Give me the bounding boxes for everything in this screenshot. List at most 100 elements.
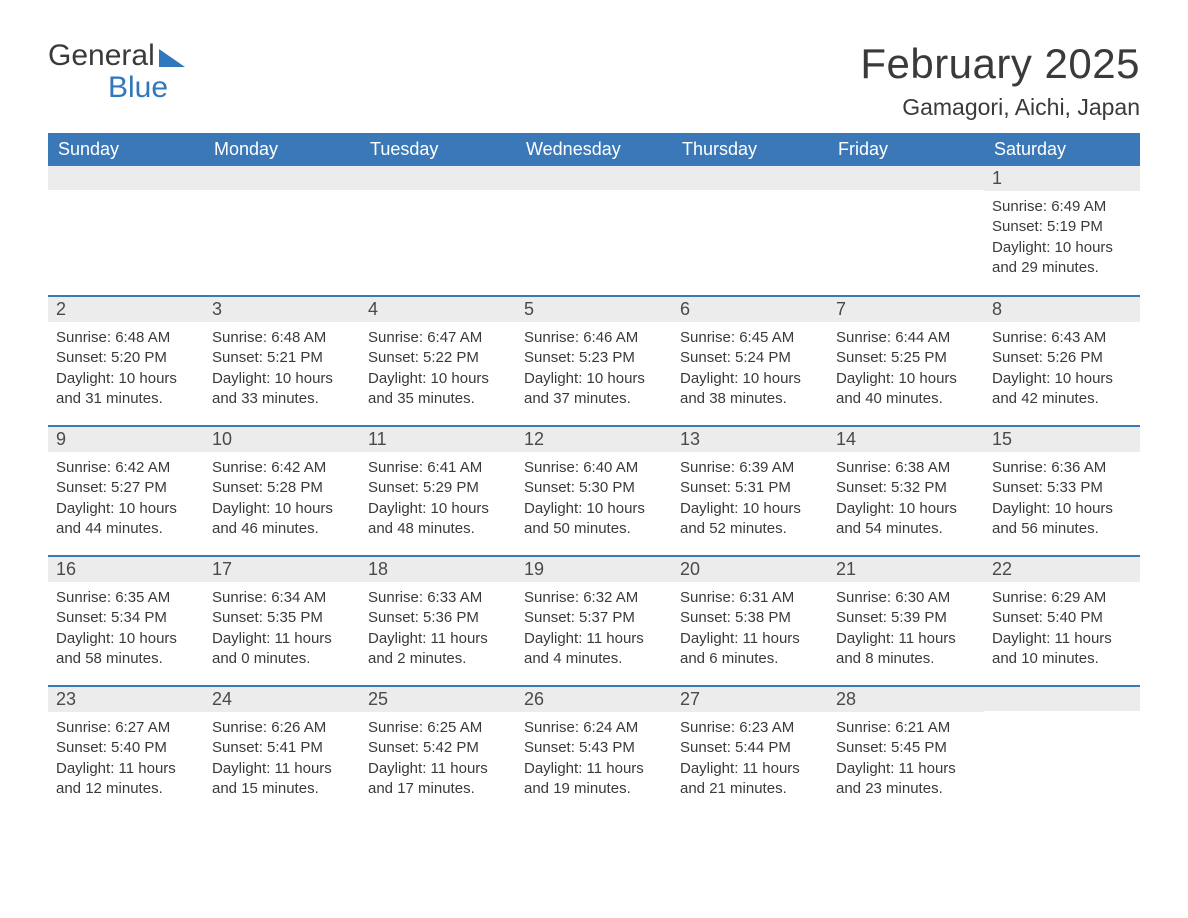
day-cell: 23 Sunrise: 6:27 AMSunset: 5:40 PMDayligh… [48,686,204,816]
day-number: 17 [204,557,360,582]
day-details: Sunrise: 6:31 AMSunset: 5:38 PMDaylight:… [672,582,828,679]
daylight-text: Daylight: 10 hours and 46 minutes. [212,499,352,540]
week-row: 9Sunrise: 6:42 AMSunset: 5:27 PMDaylight… [48,426,1140,556]
day-details: Sunrise: 6:29 AMSunset: 5:40 PMDaylight:… [984,582,1140,679]
sunset-text: Sunset: 5:31 PM [680,478,820,498]
daylight-text: Daylight: 10 hours and 35 minutes. [368,369,508,410]
day-header: Thursday [672,133,828,166]
sunrise-text: Sunrise: 6:48 AM [56,328,196,348]
day-cell: 19Sunrise: 6:32 AMSunset: 5:37 PMDayligh… [516,556,672,686]
day-number: 23 [48,687,204,712]
day-cell: 22Sunrise: 6:29 AMSunset: 5:40 PMDayligh… [984,556,1140,686]
sunset-text: Sunset: 5:42 PM [368,738,508,758]
day-cell: 14Sunrise: 6:38 AMSunset: 5:32 PMDayligh… [828,426,984,556]
day-number: 8 [984,297,1140,322]
sunrise-text: Sunrise: 6:44 AM [836,328,976,348]
title-block: February 2025 Gamagori, Aichi, Japan [860,40,1140,121]
day-cell: 1Sunrise: 6:49 AMSunset: 5:19 PMDaylight… [984,166,1140,296]
day-cell: 3Sunrise: 6:48 AMSunset: 5:21 PMDaylight… [204,296,360,426]
day-cell: 24Sunrise: 6:26 AMSunset: 5:41 PMDayligh… [204,686,360,816]
day-header: Saturday [984,133,1140,166]
sunrise-text: Sunrise: 6:30 AM [836,588,976,608]
week-row: 1Sunrise: 6:49 AMSunset: 5:19 PMDaylight… [48,166,1140,296]
day-cell: 5Sunrise: 6:46 AMSunset: 5:23 PMDaylight… [516,296,672,426]
day-number-blank [984,687,1140,711]
daylight-text: Daylight: 11 hours and 12 minutes. [56,759,196,800]
daylight-text: Daylight: 11 hours and 10 minutes. [992,629,1132,670]
daylight-text: Daylight: 10 hours and 54 minutes. [836,499,976,540]
day-details: Sunrise: 6:42 AMSunset: 5:28 PMDaylight:… [204,452,360,549]
day-number: 9 [48,427,204,452]
day-details: Sunrise: 6:40 AMSunset: 5:30 PMDaylight:… [516,452,672,549]
day-cell: 12Sunrise: 6:40 AMSunset: 5:30 PMDayligh… [516,426,672,556]
day-number: 21 [828,557,984,582]
day-details: Sunrise: 6:42 AMSunset: 5:27 PMDaylight:… [48,452,204,549]
daylight-text: Daylight: 10 hours and 56 minutes. [992,499,1132,540]
week-row: 16Sunrise: 6:35 AMSunset: 5:34 PMDayligh… [48,556,1140,686]
daylight-text: Daylight: 11 hours and 19 minutes. [524,759,664,800]
sunset-text: Sunset: 5:33 PM [992,478,1132,498]
day-cell [516,166,672,296]
day-cell: 13Sunrise: 6:39 AMSunset: 5:31 PMDayligh… [672,426,828,556]
daylight-text: Daylight: 10 hours and 50 minutes. [524,499,664,540]
day-header: Tuesday [360,133,516,166]
day-number-blank [204,166,360,190]
sunset-text: Sunset: 5:32 PM [836,478,976,498]
sunrise-text: Sunrise: 6:42 AM [56,458,196,478]
daylight-text: Daylight: 10 hours and 29 minutes. [992,238,1132,279]
day-cell [360,166,516,296]
day-number: 1 [984,166,1140,191]
sunrise-text: Sunrise: 6:40 AM [524,458,664,478]
sunrise-text: Sunrise: 6:48 AM [212,328,352,348]
day-number: 5 [516,297,672,322]
day-number: 18 [360,557,516,582]
day-cell: 8Sunrise: 6:43 AMSunset: 5:26 PMDaylight… [984,296,1140,426]
sunrise-text: Sunrise: 6:27 AM [56,718,196,738]
daylight-text: Daylight: 11 hours and 15 minutes. [212,759,352,800]
sunset-text: Sunset: 5:25 PM [836,348,976,368]
day-number-blank [828,166,984,190]
day-cell: 20Sunrise: 6:31 AMSunset: 5:38 PMDayligh… [672,556,828,686]
sunset-text: Sunset: 5:40 PM [56,738,196,758]
day-cell: 28Sunrise: 6:21 AMSunset: 5:45 PMDayligh… [828,686,984,816]
sunset-text: Sunset: 5:40 PM [992,608,1132,628]
day-number: 14 [828,427,984,452]
sunset-text: Sunset: 5:26 PM [992,348,1132,368]
sunset-text: Sunset: 5:21 PM [212,348,352,368]
daylight-text: Daylight: 11 hours and 6 minutes. [680,629,820,670]
sunset-text: Sunset: 5:29 PM [368,478,508,498]
sunset-text: Sunset: 5:24 PM [680,348,820,368]
day-number: 20 [672,557,828,582]
daylight-text: Daylight: 10 hours and 42 minutes. [992,369,1132,410]
day-cell: 26Sunrise: 6:24 AMSunset: 5:43 PMDayligh… [516,686,672,816]
day-cell: 21Sunrise: 6:30 AMSunset: 5:39 PMDayligh… [828,556,984,686]
daylight-text: Daylight: 11 hours and 17 minutes. [368,759,508,800]
sunrise-text: Sunrise: 6:34 AM [212,588,352,608]
day-cell: 10Sunrise: 6:42 AMSunset: 5:28 PMDayligh… [204,426,360,556]
daylight-text: Daylight: 10 hours and 38 minutes. [680,369,820,410]
logo: General Blue [48,40,185,103]
sunrise-text: Sunrise: 6:47 AM [368,328,508,348]
day-number: 12 [516,427,672,452]
sunrise-text: Sunrise: 6:31 AM [680,588,820,608]
day-number: 6 [672,297,828,322]
day-details: Sunrise: 6:34 AMSunset: 5:35 PMDaylight:… [204,582,360,679]
day-cell: 6Sunrise: 6:45 AMSunset: 5:24 PMDaylight… [672,296,828,426]
day-header: Friday [828,133,984,166]
sunrise-text: Sunrise: 6:21 AM [836,718,976,738]
sunset-text: Sunset: 5:44 PM [680,738,820,758]
sunrise-text: Sunrise: 6:49 AM [992,197,1132,217]
day-details: Sunrise: 6:30 AMSunset: 5:39 PMDaylight:… [828,582,984,679]
sunrise-text: Sunrise: 6:26 AM [212,718,352,738]
day-cell: 9Sunrise: 6:42 AMSunset: 5:27 PMDaylight… [48,426,204,556]
daylight-text: Daylight: 11 hours and 4 minutes. [524,629,664,670]
day-details: Sunrise: 6:47 AMSunset: 5:22 PMDaylight:… [360,322,516,419]
day-number-blank [516,166,672,190]
sunrise-text: Sunrise: 6:36 AM [992,458,1132,478]
day-details: Sunrise: 6:44 AMSunset: 5:25 PMDaylight:… [828,322,984,419]
sunset-text: Sunset: 5:34 PM [56,608,196,628]
daylight-text: Daylight: 11 hours and 8 minutes. [836,629,976,670]
day-number: 7 [828,297,984,322]
day-details: Sunrise: 6:26 AMSunset: 5:41 PMDaylight:… [204,712,360,809]
sunset-text: Sunset: 5:30 PM [524,478,664,498]
